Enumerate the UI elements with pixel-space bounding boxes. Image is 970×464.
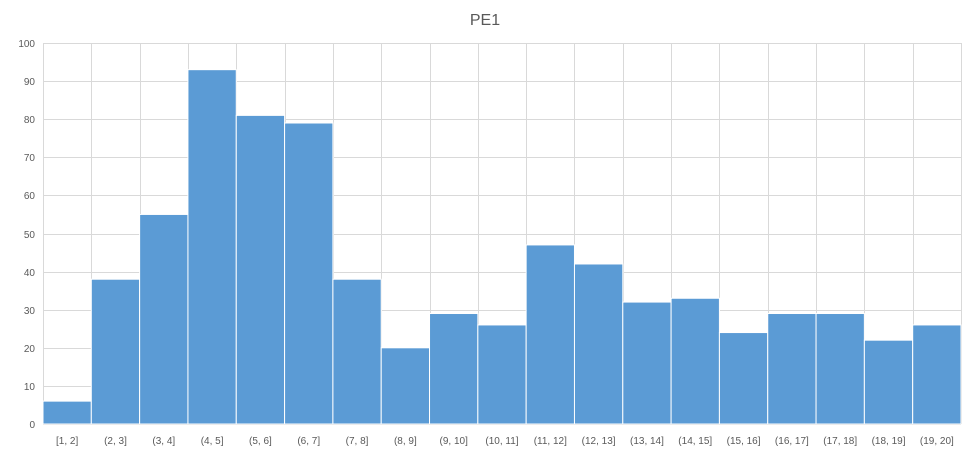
bar <box>139 213 189 425</box>
bar <box>718 332 769 425</box>
y-tick-label: 90 <box>24 77 36 88</box>
x-tick-label: (13, 14] <box>630 436 664 447</box>
bar <box>912 324 962 425</box>
x-tick-label: (11, 12] <box>534 436 567 447</box>
bar <box>42 400 92 425</box>
x-tick-label: (14, 15] <box>678 436 712 447</box>
x-tick-label: [1, 2] <box>56 436 78 447</box>
y-tick-label: 10 <box>24 382 36 393</box>
x-tick-label: (19, 20] <box>920 436 954 447</box>
y-axis-ticks: 0 10 20 30 40 50 60 70 80 90 100 <box>18 39 35 431</box>
y-tick-label: 40 <box>24 268 36 279</box>
x-tick-label: (8, 9] <box>394 436 417 447</box>
y-tick-label: 20 <box>24 344 36 355</box>
bar <box>235 114 286 425</box>
y-tick-label: 80 <box>24 115 36 126</box>
bar <box>187 69 237 425</box>
x-tick-label: (12, 13] <box>582 436 616 447</box>
chart-title: PE1 <box>470 12 500 29</box>
x-tick-label: (3, 4] <box>152 436 175 447</box>
x-tick-label: (10, 11] <box>485 436 518 447</box>
x-tick-label: (2, 3] <box>104 436 127 447</box>
bar <box>90 278 141 425</box>
x-tick-label: (6, 7] <box>297 436 320 447</box>
bar <box>815 313 865 425</box>
bar <box>573 263 624 425</box>
y-tick-label: 70 <box>24 153 36 164</box>
x-tick-label: (4, 5] <box>201 436 224 447</box>
bar <box>477 324 527 425</box>
y-tick-label: 100 <box>18 39 35 50</box>
bar <box>284 122 334 425</box>
x-tick-label: (7, 8] <box>346 436 369 447</box>
bar <box>863 339 914 425</box>
bar <box>332 278 382 425</box>
bar <box>380 347 431 425</box>
bar <box>670 297 720 425</box>
y-tick-label: 50 <box>24 230 36 241</box>
bar <box>767 313 817 425</box>
x-tick-label: (17, 18] <box>823 436 857 447</box>
x-tick-label: (5, 6] <box>249 436 272 447</box>
x-tick-label: (15, 16] <box>727 436 761 447</box>
y-tick-label: 60 <box>24 191 36 202</box>
y-tick-label: 30 <box>24 306 36 317</box>
x-tick-label: (18, 19] <box>872 436 906 447</box>
bar <box>429 313 479 425</box>
x-tick-label: (16, 17] <box>775 436 809 447</box>
bars <box>42 69 962 425</box>
x-axis-ticks: [1, 2] (2, 3] (3, 4] (4, 5] (5, 6] (6, 7] (7, … <box>56 436 954 447</box>
x-tick-label: (9, 10] <box>440 436 469 447</box>
bar <box>525 244 575 425</box>
y-tick-label: 0 <box>29 420 35 431</box>
bar <box>622 301 672 425</box>
